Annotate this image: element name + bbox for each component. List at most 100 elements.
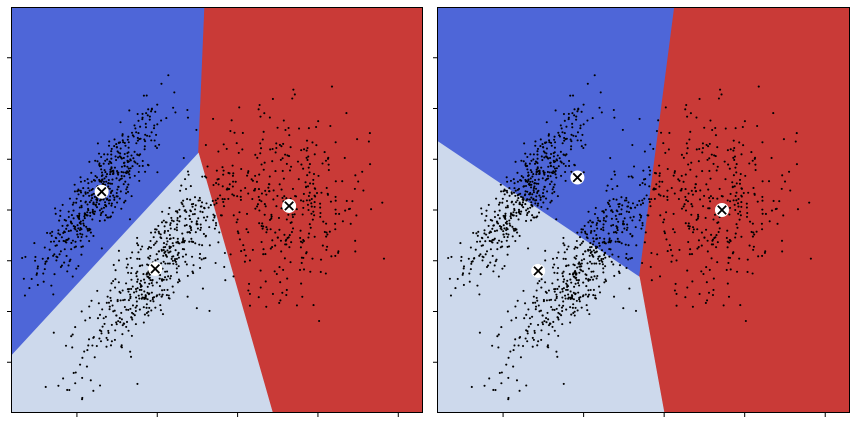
data-point: [157, 230, 160, 233]
data-point: [740, 235, 743, 238]
data-point: [131, 318, 134, 321]
data-point: [257, 188, 261, 191]
data-point: [514, 160, 517, 163]
data-point: [221, 166, 224, 169]
data-point: [181, 255, 185, 258]
data-point: [108, 305, 111, 308]
data-point: [668, 244, 671, 247]
data-point: [243, 260, 246, 263]
data-point: [722, 304, 725, 307]
data-point: [734, 208, 737, 212]
data-point: [160, 295, 163, 298]
data-point: [51, 230, 54, 233]
data-point: [772, 112, 775, 115]
data-point: [47, 257, 50, 260]
data-point: [615, 209, 618, 212]
data-point: [487, 264, 490, 267]
data-point: [575, 115, 578, 118]
data-point: [623, 227, 626, 230]
data-point: [557, 251, 560, 254]
data-point: [141, 112, 144, 115]
data-point: [542, 300, 545, 303]
data-point: [291, 97, 294, 100]
centroid-marker-0: [570, 170, 585, 185]
data-point: [305, 139, 309, 142]
data-point: [154, 110, 157, 113]
data-point: [189, 227, 192, 230]
data-point: [571, 306, 574, 309]
data-point: [177, 242, 180, 245]
data-point: [589, 278, 592, 281]
data-point: [311, 141, 314, 144]
data-point: [562, 236, 565, 239]
data-point: [302, 239, 305, 243]
data-point: [699, 189, 702, 192]
data-point: [315, 125, 318, 129]
data-point: [691, 231, 695, 234]
data-point: [548, 139, 551, 142]
data-point: [708, 142, 711, 145]
data-point: [529, 177, 532, 180]
centroid-marker-0: [94, 184, 109, 199]
data-point: [130, 334, 133, 337]
data-point: [720, 93, 723, 96]
data-point: [589, 260, 592, 263]
data-point: [24, 255, 27, 258]
data-point: [598, 220, 602, 223]
data-point: [22, 277, 25, 280]
data-point: [276, 194, 279, 197]
data-point: [536, 166, 539, 169]
data-points: [447, 74, 812, 401]
data-point: [562, 113, 565, 116]
data-point: [598, 262, 601, 265]
data-point: [476, 284, 479, 287]
data-point: [524, 180, 527, 183]
data-point: [285, 197, 288, 200]
data-point: [84, 212, 87, 215]
data-point: [143, 313, 146, 316]
data-point: [334, 222, 337, 225]
data-point: [77, 236, 80, 239]
data-point: [270, 215, 273, 218]
data-point: [589, 288, 592, 292]
data-point: [91, 218, 94, 221]
data-point: [136, 278, 139, 281]
data-point: [281, 157, 284, 160]
data-point: [257, 108, 260, 111]
data-point: [113, 338, 116, 341]
data-point: [269, 148, 272, 151]
data-point: [579, 263, 582, 266]
data-point: [612, 223, 615, 227]
data-point: [708, 169, 711, 173]
data-point: [310, 205, 313, 208]
data-point: [587, 295, 590, 298]
data-point: [154, 228, 157, 231]
data-point: [578, 236, 582, 239]
data-point: [568, 273, 571, 276]
data-point: [630, 257, 633, 260]
data-point: [103, 219, 106, 222]
data-point: [176, 253, 179, 257]
data-point: [489, 218, 492, 221]
data-point: [641, 224, 644, 227]
data-point: [136, 287, 139, 290]
data-point: [319, 212, 322, 215]
data-point: [543, 156, 546, 159]
data-point: [512, 227, 515, 230]
data-point: [94, 175, 97, 178]
data-point: [570, 140, 573, 143]
data-point: [470, 262, 473, 265]
data-point: [613, 116, 616, 119]
data-point: [268, 190, 271, 193]
data-point: [584, 230, 587, 233]
data-point: [213, 216, 216, 219]
data-point: [105, 198, 109, 201]
data-point: [449, 294, 453, 297]
data-point: [689, 168, 692, 171]
data-point: [670, 260, 673, 263]
data-point: [144, 140, 147, 143]
data-point: [564, 257, 567, 260]
data-point: [265, 193, 268, 196]
data-point: [312, 178, 315, 181]
